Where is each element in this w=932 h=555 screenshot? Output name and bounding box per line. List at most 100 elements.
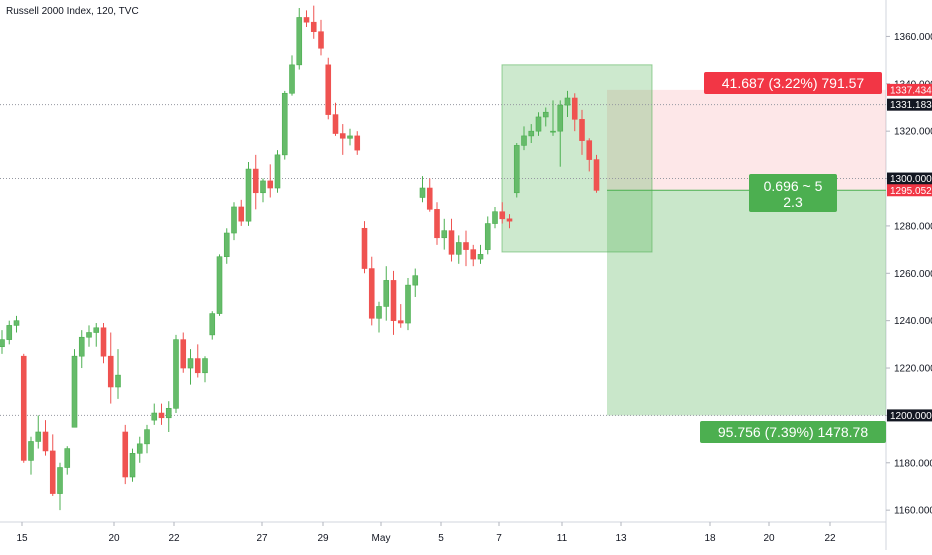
candle[interactable] xyxy=(223,228,230,264)
candle[interactable] xyxy=(238,199,245,226)
candle[interactable] xyxy=(49,434,56,496)
candle[interactable] xyxy=(492,206,498,229)
take-profit-zone[interactable] xyxy=(607,190,886,416)
risk-label[interactable]: 41.687 (3.22%) 791.57 xyxy=(704,72,882,94)
candle[interactable] xyxy=(412,268,419,297)
candle[interactable] xyxy=(397,304,404,328)
candle[interactable] xyxy=(484,216,491,255)
candle[interactable] xyxy=(593,154,600,193)
candle[interactable] xyxy=(158,403,165,425)
candle[interactable] xyxy=(521,126,527,151)
candle[interactable] xyxy=(78,330,85,369)
candle[interactable] xyxy=(376,301,382,333)
candle[interactable] xyxy=(550,100,556,136)
candle[interactable] xyxy=(274,150,281,193)
price-marker[interactable]: 1300.000 xyxy=(887,172,932,186)
candle[interactable] xyxy=(187,349,194,385)
candle[interactable] xyxy=(586,138,593,172)
candle[interactable] xyxy=(434,202,440,245)
candle[interactable] xyxy=(289,55,295,96)
candle[interactable] xyxy=(144,424,150,454)
candle[interactable] xyxy=(209,311,216,340)
candle[interactable] xyxy=(571,93,578,132)
candle[interactable] xyxy=(347,128,353,146)
candle[interactable] xyxy=(296,8,303,70)
price-marker[interactable]: 1200.000 xyxy=(887,409,932,422)
candle[interactable] xyxy=(129,448,136,482)
candle-body xyxy=(492,211,498,224)
candle[interactable] xyxy=(71,349,78,428)
candle[interactable] xyxy=(28,436,34,475)
candle[interactable] xyxy=(64,446,71,475)
candle[interactable] xyxy=(20,353,27,463)
candle[interactable] xyxy=(448,218,455,262)
candle[interactable] xyxy=(535,112,542,136)
candle[interactable] xyxy=(441,218,448,250)
candle[interactable] xyxy=(136,436,143,463)
reward-label[interactable]: 95.756 (7.39%) 1478.78 xyxy=(700,421,886,443)
candle[interactable] xyxy=(354,131,361,155)
candle-body xyxy=(521,135,527,146)
price-marker-bg xyxy=(887,409,932,422)
candle[interactable] xyxy=(93,323,100,347)
price-marker[interactable]: 1295.052 xyxy=(887,184,932,197)
candle[interactable] xyxy=(6,320,13,345)
candle[interactable] xyxy=(303,10,310,27)
price-marker[interactable]: 1331.183 xyxy=(887,98,932,112)
candle[interactable] xyxy=(231,202,237,241)
candle[interactable] xyxy=(506,214,513,229)
candle[interactable] xyxy=(405,278,411,331)
risk-reward-ratio[interactable]: 0.696 ~ 52.3 xyxy=(749,174,837,212)
candle[interactable] xyxy=(13,315,20,333)
candle[interactable] xyxy=(557,100,564,167)
candle[interactable] xyxy=(310,5,317,39)
candle[interactable] xyxy=(194,344,201,378)
candle[interactable] xyxy=(528,124,535,144)
price-marker[interactable]: 1337.434 xyxy=(887,83,932,97)
stop-loss-zone[interactable] xyxy=(607,89,886,191)
candle[interactable] xyxy=(564,90,571,117)
candle[interactable] xyxy=(368,256,375,326)
candle[interactable] xyxy=(0,330,5,354)
candle[interactable] xyxy=(165,401,172,432)
candle[interactable] xyxy=(339,124,346,155)
candle[interactable] xyxy=(419,176,426,203)
candle[interactable] xyxy=(267,164,274,198)
candle[interactable] xyxy=(477,244,484,264)
candle[interactable] xyxy=(455,235,462,264)
candle[interactable] xyxy=(542,107,549,127)
candle[interactable] xyxy=(151,403,158,425)
candle[interactable] xyxy=(86,325,92,347)
candle[interactable] xyxy=(252,154,259,210)
candle[interactable] xyxy=(202,356,208,383)
candle[interactable] xyxy=(579,109,585,155)
candle[interactable] xyxy=(281,90,288,160)
candle[interactable] xyxy=(470,244,477,267)
candle[interactable] xyxy=(361,221,368,274)
candle[interactable] xyxy=(107,332,114,404)
candle[interactable] xyxy=(325,57,332,120)
x-tick-label: 20 xyxy=(108,533,120,544)
candle[interactable] xyxy=(260,178,266,203)
candle[interactable] xyxy=(180,332,187,373)
candle[interactable] xyxy=(332,102,339,136)
candle[interactable] xyxy=(122,424,129,485)
candle[interactable] xyxy=(115,349,121,399)
highlight-rectangle[interactable] xyxy=(501,64,653,253)
candle[interactable] xyxy=(383,266,390,321)
candle[interactable] xyxy=(57,462,63,511)
candle[interactable] xyxy=(35,415,42,449)
candle[interactable] xyxy=(216,254,223,316)
candle[interactable] xyxy=(499,202,506,224)
candle[interactable] xyxy=(463,230,469,267)
candle[interactable] xyxy=(42,420,49,456)
candle[interactable] xyxy=(390,270,397,335)
candle[interactable] xyxy=(318,19,324,56)
candle[interactable] xyxy=(426,178,433,212)
candle[interactable] xyxy=(173,334,179,414)
candle[interactable] xyxy=(100,323,107,364)
candle[interactable] xyxy=(245,161,252,226)
candle[interactable] xyxy=(513,143,520,198)
